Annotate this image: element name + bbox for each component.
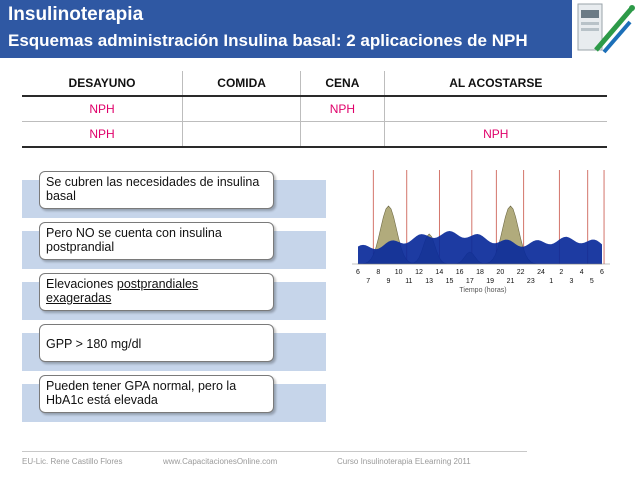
table-cell — [300, 121, 385, 148]
x-tick-label: 13 — [425, 278, 433, 285]
point-item-2: Pero NO se cuenta con insulina postprand… — [22, 222, 326, 269]
x-tick-label: 11 — [405, 278, 412, 285]
x-tick-label: 14 — [435, 269, 443, 276]
x-tick-label: 5 — [590, 278, 594, 285]
x-tick-label: 20 — [496, 269, 504, 276]
x-tick-label: 6 — [600, 269, 604, 276]
x-tick-label: 4 — [580, 269, 584, 276]
insulin-pen-logo — [574, 0, 638, 58]
table-cell — [384, 96, 607, 122]
point-item-4: GPP > 180 mg/dl — [22, 324, 326, 371]
col-desayuno: DESAYUNO — [22, 71, 183, 97]
header-banner: Insulinoterapia Esquemas administración … — [0, 0, 572, 58]
insulin-profile-chart: 6 8 10 12 14 16 18 20 22 24 2 4 6 7 9 11 13 15 17 19 21 23 1 3… — [352, 170, 610, 294]
x-tick-label: 21 — [507, 278, 515, 285]
point-text-2: Pero NO se cuenta con insulina postprand… — [39, 222, 274, 260]
x-tick-label: 23 — [527, 278, 535, 285]
x-tick-label: 15 — [446, 278, 454, 285]
x-tick-label: 1 — [549, 278, 553, 285]
x-tick-label: 6 — [356, 269, 360, 276]
x-tick-label: 10 — [395, 269, 403, 276]
point-item-1: Se cubren las necesidades de insulina ba… — [22, 171, 326, 218]
x-tick-label: 2 — [559, 269, 563, 276]
slide-title: Insulinoterapia — [8, 4, 144, 25]
x-tick-labels-top: 6 8 10 12 14 16 18 20 22 24 2 4 6 — [356, 269, 604, 276]
x-axis-label: Tiempo (horas) — [459, 287, 506, 294]
x-tick-label: 19 — [486, 278, 494, 285]
x-tick-label: 12 — [415, 269, 423, 276]
x-tick-label: 18 — [476, 269, 484, 276]
footer-course: Curso Insulinoterapia ELearning 2011 — [337, 457, 471, 466]
point-item-3: Elevaciones postprandiales exageradas — [22, 273, 326, 320]
table-cell: NPH — [22, 96, 183, 122]
x-tick-label: 8 — [376, 269, 380, 276]
x-tick-label: 22 — [517, 269, 525, 276]
table-cell: NPH — [384, 121, 607, 148]
footer-author: EU-Lic. Rene Castillo Flores — [22, 457, 123, 466]
footer-divider — [22, 451, 527, 452]
point-item-5: Pueden tener GPA normal, pero la HbA1c e… — [22, 375, 326, 422]
table-cell — [182, 96, 302, 122]
point-text-3: Elevaciones postprandiales exageradas — [39, 273, 274, 311]
table-cell — [182, 121, 302, 148]
x-tick-label: 17 — [466, 278, 474, 285]
col-cena: CENA — [300, 71, 385, 97]
x-tick-label: 16 — [456, 269, 464, 276]
point-text-1: Se cubren las necesidades de insulina ba… — [39, 171, 274, 209]
x-tick-label: 7 — [366, 278, 370, 285]
schedule-table: DESAYUNO COMIDA CENA AL ACOSTARSE NPH NP… — [22, 71, 607, 148]
footer-site: www.CapacitacionesOnline.com — [163, 457, 278, 466]
x-tick-label: 3 — [570, 278, 574, 285]
point-text-5: Pueden tener GPA normal, pero la HbA1c e… — [39, 375, 274, 413]
table-cell: NPH — [22, 121, 183, 148]
x-tick-label: 9 — [387, 278, 391, 285]
table-cell: NPH — [300, 96, 385, 122]
x-tick-labels-bottom: 7 9 11 13 15 17 19 21 23 1 3 5 — [366, 278, 594, 285]
point-text-4: GPP > 180 mg/dl — [39, 324, 274, 362]
col-al-acostarse: AL ACOSTARSE — [384, 71, 607, 97]
x-tick-label: 24 — [537, 269, 545, 276]
series-area — [358, 231, 602, 264]
slide-subtitle: Esquemas administración Insulina basal: … — [8, 31, 528, 50]
col-comida: COMIDA — [182, 71, 302, 97]
